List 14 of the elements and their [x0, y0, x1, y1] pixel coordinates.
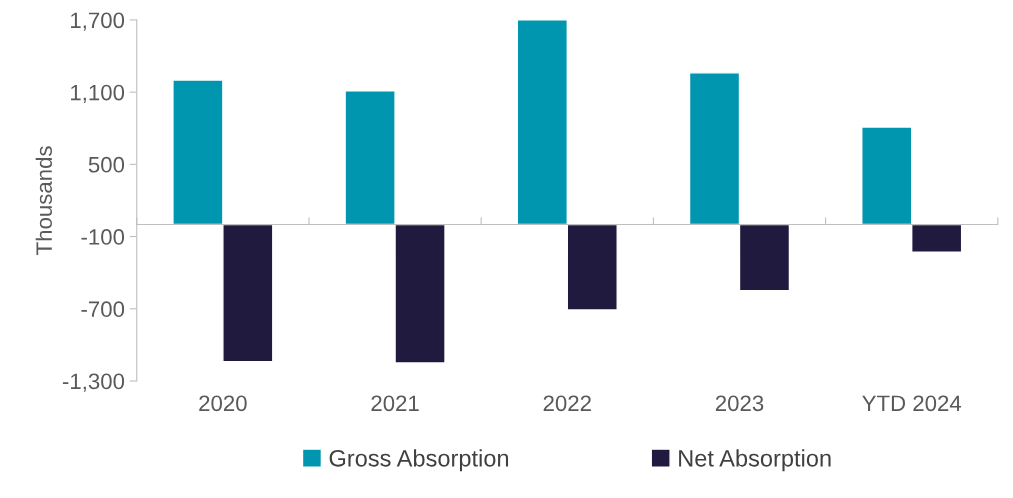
y-tick-label: -1,300 [62, 373, 125, 392]
y-tick-label: 500 [88, 156, 125, 173]
y-tick-label: -100 [81, 229, 125, 245]
x-tick-label: 2023 [715, 395, 764, 412]
x-tick-label: 2022 [543, 395, 591, 412]
x-tick-label: 2020 [199, 395, 247, 412]
y-tick-label: 1,100 [71, 84, 125, 104]
y-tick-label: -700 [81, 301, 125, 318]
y-tick-label: 1,700 [71, 12, 125, 31]
y-axis-title: Thousands [35, 146, 52, 255]
x-tick-label: YTD 2024 [862, 395, 962, 412]
legend-label: Gross Absorption [329, 449, 509, 472]
legend-label: Net Absorption [679, 449, 831, 472]
x-tick-label: 2021 [371, 395, 419, 412]
